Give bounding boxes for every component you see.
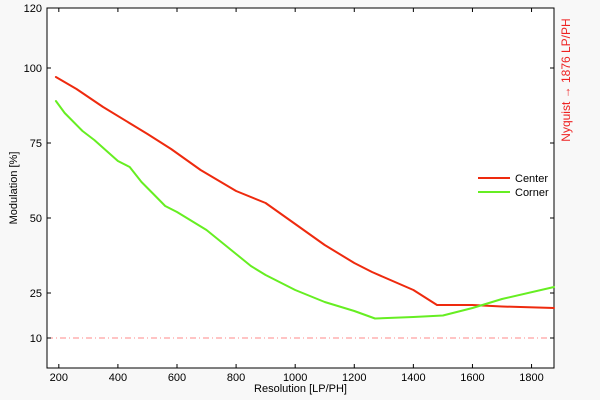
series-lines	[54, 76, 555, 320]
legend-label-corner: Corner	[515, 187, 549, 199]
x-tick-label: 200	[50, 372, 68, 384]
x-tick-label: 1200	[342, 372, 366, 384]
nyquist-annotation: Nyquist → 1876 LP/PH	[559, 18, 573, 141]
y-axis-label: Modulation [%]	[8, 152, 20, 225]
x-tick-label: 1600	[460, 372, 484, 384]
legend: Center Corner	[478, 173, 549, 199]
x-axis-ticks: 200 400 600 800 1000 1200 1400 1600 1800	[50, 8, 544, 384]
plot-frame	[46, 7, 555, 369]
y-tick-label: 120	[24, 3, 42, 15]
series-line-center	[54, 76, 555, 309]
y-axis-ticks: 10 25 50 75 100 120	[24, 3, 554, 345]
x-tick-label: 1000	[283, 372, 307, 384]
x-tick-label: 1400	[401, 372, 425, 384]
x-tick-label: 600	[168, 372, 186, 384]
y-tick-label: 10	[30, 333, 42, 345]
y-tick-label: 25	[30, 288, 42, 300]
y-tick-label: 100	[24, 63, 42, 75]
x-tick-label: 1800	[519, 372, 543, 384]
x-axis-label: Resolution [LP/PH]	[254, 383, 347, 395]
legend-label-center: Center	[515, 173, 548, 185]
y-tick-label: 75	[30, 138, 42, 150]
y-tick-label: 50	[30, 213, 42, 225]
plot-area	[46, 7, 555, 369]
x-tick-label: 800	[227, 372, 245, 384]
x-tick-label: 400	[109, 372, 127, 384]
series-line-corner	[54, 100, 555, 320]
